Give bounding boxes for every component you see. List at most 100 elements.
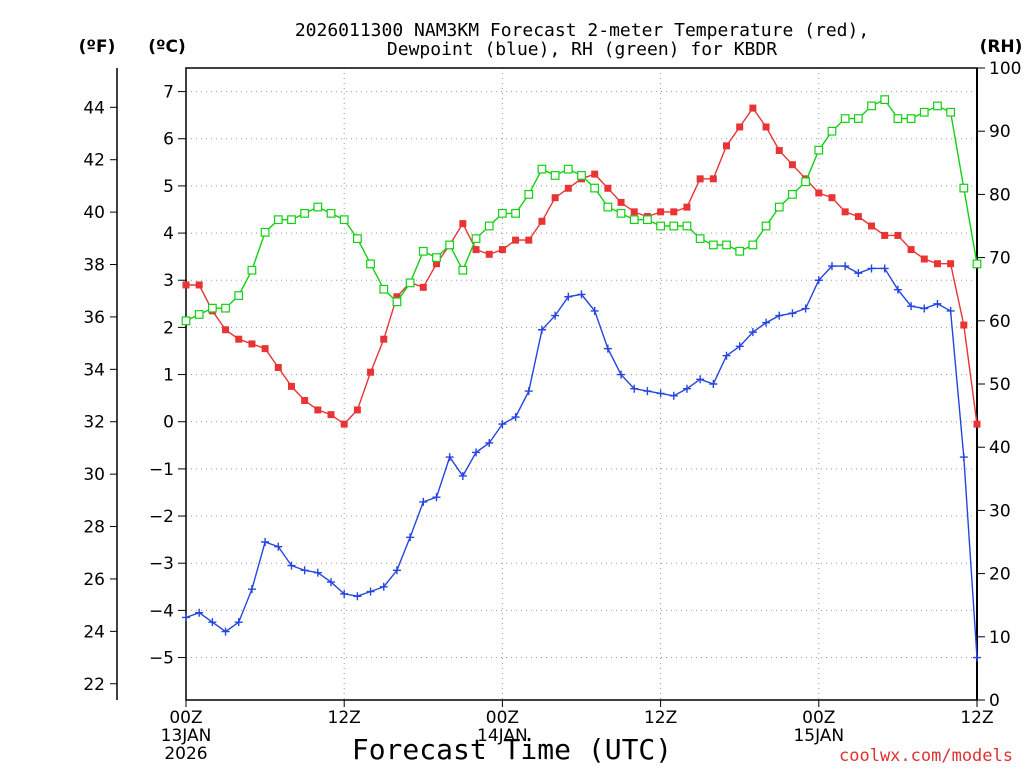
plot-frame xyxy=(185,67,978,701)
2-meter-temperature-point xyxy=(498,246,506,254)
rh-tick-label: 90 xyxy=(989,122,1011,142)
rh-point xyxy=(537,164,547,174)
fahrenheit-tick-label: 26 xyxy=(83,570,105,590)
2-meter-temperature-point xyxy=(393,293,401,301)
chart-title: 2026011300 NAM3KM Forecast 2-meter Tempe… xyxy=(295,20,869,60)
celsius-tick-label: 3 xyxy=(163,271,174,291)
celsius-tick-label: 4 xyxy=(163,224,174,244)
dewpoint-point xyxy=(788,309,797,318)
rh-point xyxy=(708,240,718,250)
rh-point xyxy=(379,284,389,294)
celsius-tick-label: −2 xyxy=(149,507,174,527)
rh-point xyxy=(972,259,982,269)
2-meter-temperature-point xyxy=(261,345,269,353)
2-meter-temperature-point xyxy=(775,147,783,155)
fahrenheit-tick-label: 44 xyxy=(83,98,105,118)
dewpoint-point xyxy=(603,344,612,353)
dewpoint-point xyxy=(814,276,823,285)
rh-point xyxy=(827,126,837,136)
rh-point xyxy=(801,177,811,187)
rh-point xyxy=(748,240,758,250)
dewpoint-point xyxy=(709,380,718,388)
rh-point xyxy=(643,215,652,225)
2-meter-temperature-point xyxy=(380,335,388,343)
rh-tick-label: 20 xyxy=(989,565,1011,585)
celsius-tick-label: −4 xyxy=(149,601,174,621)
2-meter-temperature-point xyxy=(604,184,612,192)
2-meter-temperature-point xyxy=(894,231,902,239)
fahrenheit-tick-label: 36 xyxy=(83,308,105,328)
rh-point xyxy=(181,316,191,326)
dewpoint-point xyxy=(327,578,336,587)
dewpoint-point xyxy=(472,448,481,457)
2-meter-temperature-point xyxy=(828,194,836,202)
2-meter-temperature-point xyxy=(340,420,348,428)
rh-point xyxy=(577,171,586,180)
dewpoint-point xyxy=(261,538,270,546)
celsius-tick-label: 1 xyxy=(163,366,174,386)
rh-tick-label: 40 xyxy=(989,438,1011,458)
2-meter-temperature-point xyxy=(472,246,480,254)
dewpoint-point xyxy=(458,471,467,480)
rh-tick-label: 100 xyxy=(989,59,1021,79)
dewpoint-line xyxy=(185,265,978,658)
dewpoint-point xyxy=(340,589,349,598)
data-series xyxy=(181,95,982,662)
dewpoint-point xyxy=(234,618,243,627)
2-meter-temperature-point xyxy=(538,217,546,225)
rh-point xyxy=(405,278,415,288)
2-meter-temperature-point xyxy=(485,250,493,258)
x-tick-label: 2026 xyxy=(164,744,207,764)
rh-tick-label: 50 xyxy=(989,375,1011,395)
rh-series xyxy=(181,95,982,326)
dewpoint-point xyxy=(366,587,375,596)
dewpoint-point xyxy=(445,453,454,462)
x-axis-label: Forecast Time (UTC) xyxy=(352,733,672,766)
x-tick-label: 12Z xyxy=(328,708,361,728)
rh-point xyxy=(814,145,824,155)
celsius-tick-label: 7 xyxy=(163,83,174,103)
rh-point xyxy=(563,164,573,174)
dewpoint-point xyxy=(208,618,217,627)
fahrenheit-tick-label: 30 xyxy=(83,465,105,485)
fahrenheit-tick-label: 28 xyxy=(83,518,105,538)
x-tick-label: 00Z xyxy=(169,708,202,728)
rh-point xyxy=(853,114,863,123)
2-meter-temperature-point xyxy=(617,198,625,206)
dewpoint-point xyxy=(590,306,599,315)
rh-point xyxy=(366,259,375,269)
dewpoint-point xyxy=(643,387,652,396)
dewpoint-point xyxy=(313,568,322,577)
rh-point xyxy=(511,208,520,218)
dewpoint-point xyxy=(735,342,744,351)
rh-point xyxy=(498,208,507,218)
dewpoint-point xyxy=(920,304,929,313)
dewpoint-point xyxy=(801,304,810,313)
2-meter-temperature-line xyxy=(186,106,978,426)
dewpoint-point xyxy=(748,328,757,337)
rh-point xyxy=(722,240,731,250)
2-meter-temperature-point xyxy=(353,406,361,414)
dewpoint-point xyxy=(432,493,441,502)
rh-point xyxy=(445,240,455,250)
2-meter-temperature-point xyxy=(195,281,203,289)
rh-point xyxy=(260,227,270,237)
fahrenheit-tick-label: 22 xyxy=(83,675,105,695)
dewpoint-point xyxy=(854,269,863,278)
rh-unit-label: (RH) xyxy=(980,37,1023,57)
rh-point xyxy=(392,297,402,307)
2-meter-temperature-point xyxy=(788,161,796,169)
2-meter-temperature-point xyxy=(591,170,599,178)
rh-point xyxy=(735,246,745,256)
2-meter-temperature-point xyxy=(709,175,717,183)
2-meter-temperature-point xyxy=(367,368,375,376)
rh-point xyxy=(656,221,665,231)
rh-tick-label: 60 xyxy=(989,312,1011,332)
x-tick-label: 13JAN xyxy=(161,726,212,746)
2-meter-temperature-point xyxy=(248,340,256,348)
2-meter-temperature-point xyxy=(683,203,691,211)
2-meter-temperature-point xyxy=(881,231,889,239)
2-meter-temperature-point xyxy=(564,184,572,192)
rh-point xyxy=(287,215,296,225)
